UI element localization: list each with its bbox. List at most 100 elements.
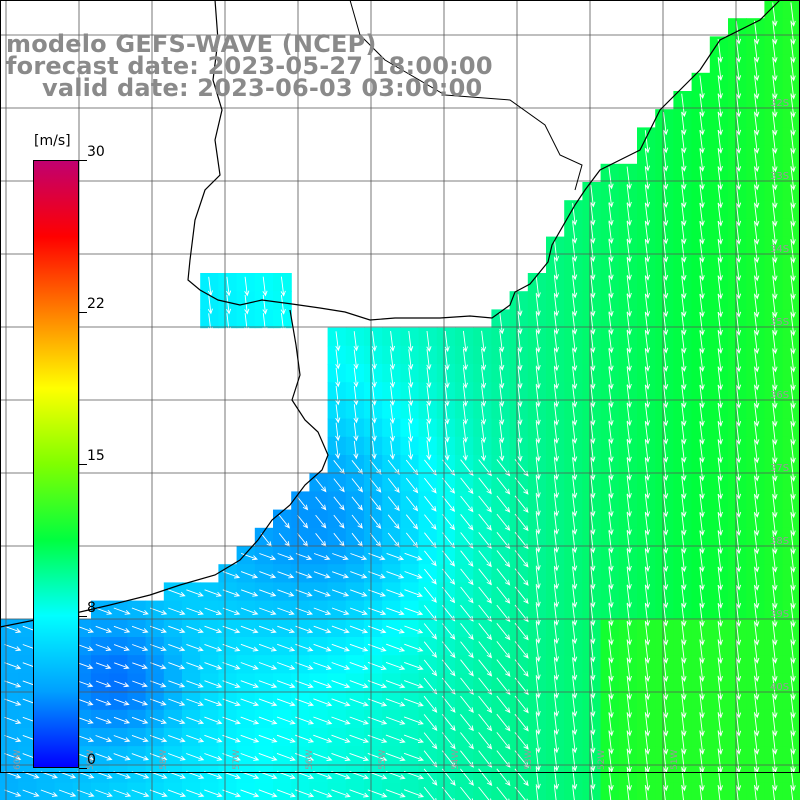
- wind-arrow: [772, 548, 778, 573]
- wind-arrow: [313, 625, 332, 634]
- wind-arrow: [735, 693, 742, 719]
- wind-arrow: [590, 312, 596, 335]
- wind-arrow: [699, 330, 705, 354]
- wind-arrow: [331, 789, 351, 798]
- wind-arrow: [222, 680, 241, 688]
- wind-arrow: [131, 753, 150, 761]
- wind-arrow: [735, 293, 742, 318]
- wind-arrow: [258, 716, 278, 725]
- speed-cell: [18, 782, 37, 800]
- wind-arrow: [403, 698, 424, 707]
- wind-arrow: [626, 530, 632, 554]
- wind-arrow: [590, 366, 596, 390]
- wind-arrow: [353, 385, 359, 406]
- wind-arrow: [644, 130, 651, 154]
- wind-arrow: [608, 221, 614, 245]
- speed-cell: [309, 782, 329, 800]
- wind-arrow: [478, 532, 492, 549]
- wind-arrow: [626, 730, 632, 755]
- wind-arrow: [95, 789, 113, 797]
- wind-arrow: [790, 111, 796, 136]
- wind-arrow: [424, 477, 437, 494]
- wind-arrow: [735, 202, 742, 227]
- wind-arrow: [717, 784, 721, 800]
- wind-arrow: [460, 714, 474, 732]
- speed-cell: [54, 782, 74, 800]
- wind-arrow: [371, 385, 377, 406]
- wind-arrow: [553, 676, 560, 699]
- wind-arrow: [644, 348, 651, 372]
- wind-arrow: [590, 530, 596, 554]
- wind-arrow: [626, 457, 632, 481]
- wind-arrow: [626, 275, 632, 299]
- wind-arrow: [644, 494, 651, 518]
- wind-arrow: [333, 496, 345, 511]
- wind-arrow: [681, 766, 687, 792]
- wind-arrow: [699, 603, 705, 627]
- wind-arrow: [426, 349, 432, 371]
- wind-arrow: [258, 662, 278, 670]
- wind-arrow: [389, 440, 395, 460]
- wind-arrow: [790, 38, 796, 64]
- wind-arrow: [590, 476, 596, 499]
- wind-arrow: [535, 712, 541, 736]
- wind-arrow: [699, 675, 705, 701]
- wind-arrow: [276, 698, 296, 707]
- wind-arrow: [626, 166, 632, 190]
- wind-arrow: [462, 421, 468, 443]
- wind-arrow: [460, 641, 474, 659]
- wind-arrow: [496, 732, 511, 750]
- wind-arrow: [663, 766, 669, 792]
- wind-arrow: [369, 514, 382, 530]
- lat-label: 36S: [770, 390, 789, 401]
- wind-arrow: [717, 439, 723, 464]
- wind-arrow: [442, 586, 456, 604]
- wind-arrow: [754, 293, 760, 318]
- wind-arrow: [496, 568, 511, 586]
- wind-arrow: [681, 312, 687, 336]
- wind-arrow: [496, 641, 511, 659]
- wind-arrow: [351, 496, 363, 511]
- wind-arrow: [772, 348, 778, 373]
- wind-arrow: [95, 607, 113, 615]
- wind-arrow: [423, 586, 437, 603]
- colorbar-tick: [79, 160, 87, 161]
- wind-arrow: [699, 548, 705, 573]
- wind-arrow: [442, 477, 456, 494]
- wind-arrow: [590, 548, 596, 572]
- wind-arrow: [40, 789, 58, 797]
- wind-arrow: [663, 421, 669, 445]
- wind-arrow: [735, 530, 742, 555]
- wind-arrow: [681, 530, 687, 554]
- wind-arrow: [790, 657, 796, 683]
- wind-arrow: [444, 330, 450, 353]
- wind-arrow: [535, 294, 541, 317]
- wind-arrow: [572, 512, 578, 536]
- wind-arrow: [735, 493, 742, 518]
- wind-arrow: [772, 184, 778, 209]
- speed-cell: [182, 782, 201, 800]
- wind-arrow: [608, 439, 614, 463]
- wind-arrow: [790, 293, 796, 318]
- wind-arrow: [663, 275, 669, 300]
- wind-arrow: [699, 657, 705, 683]
- wind-arrow: [644, 548, 651, 572]
- wind-arrow: [349, 680, 369, 689]
- wind-arrow: [441, 732, 456, 750]
- wind-arrow: [754, 639, 760, 664]
- wind-arrow: [535, 512, 541, 535]
- wind-arrow: [331, 752, 351, 762]
- wind-arrow: [626, 475, 632, 499]
- wind-arrow: [754, 530, 760, 555]
- wind-arrow: [553, 785, 557, 800]
- wind-arrow: [644, 403, 651, 427]
- wind-arrow: [681, 184, 687, 209]
- wind-arrow: [717, 421, 723, 445]
- wind-arrow: [590, 385, 596, 408]
- wind-arrow: [790, 184, 796, 209]
- wind-arrow: [460, 732, 474, 750]
- wind-arrow: [280, 294, 286, 315]
- wind-arrow: [626, 621, 632, 646]
- wind-arrow: [790, 129, 796, 155]
- wind-arrow: [735, 475, 742, 500]
